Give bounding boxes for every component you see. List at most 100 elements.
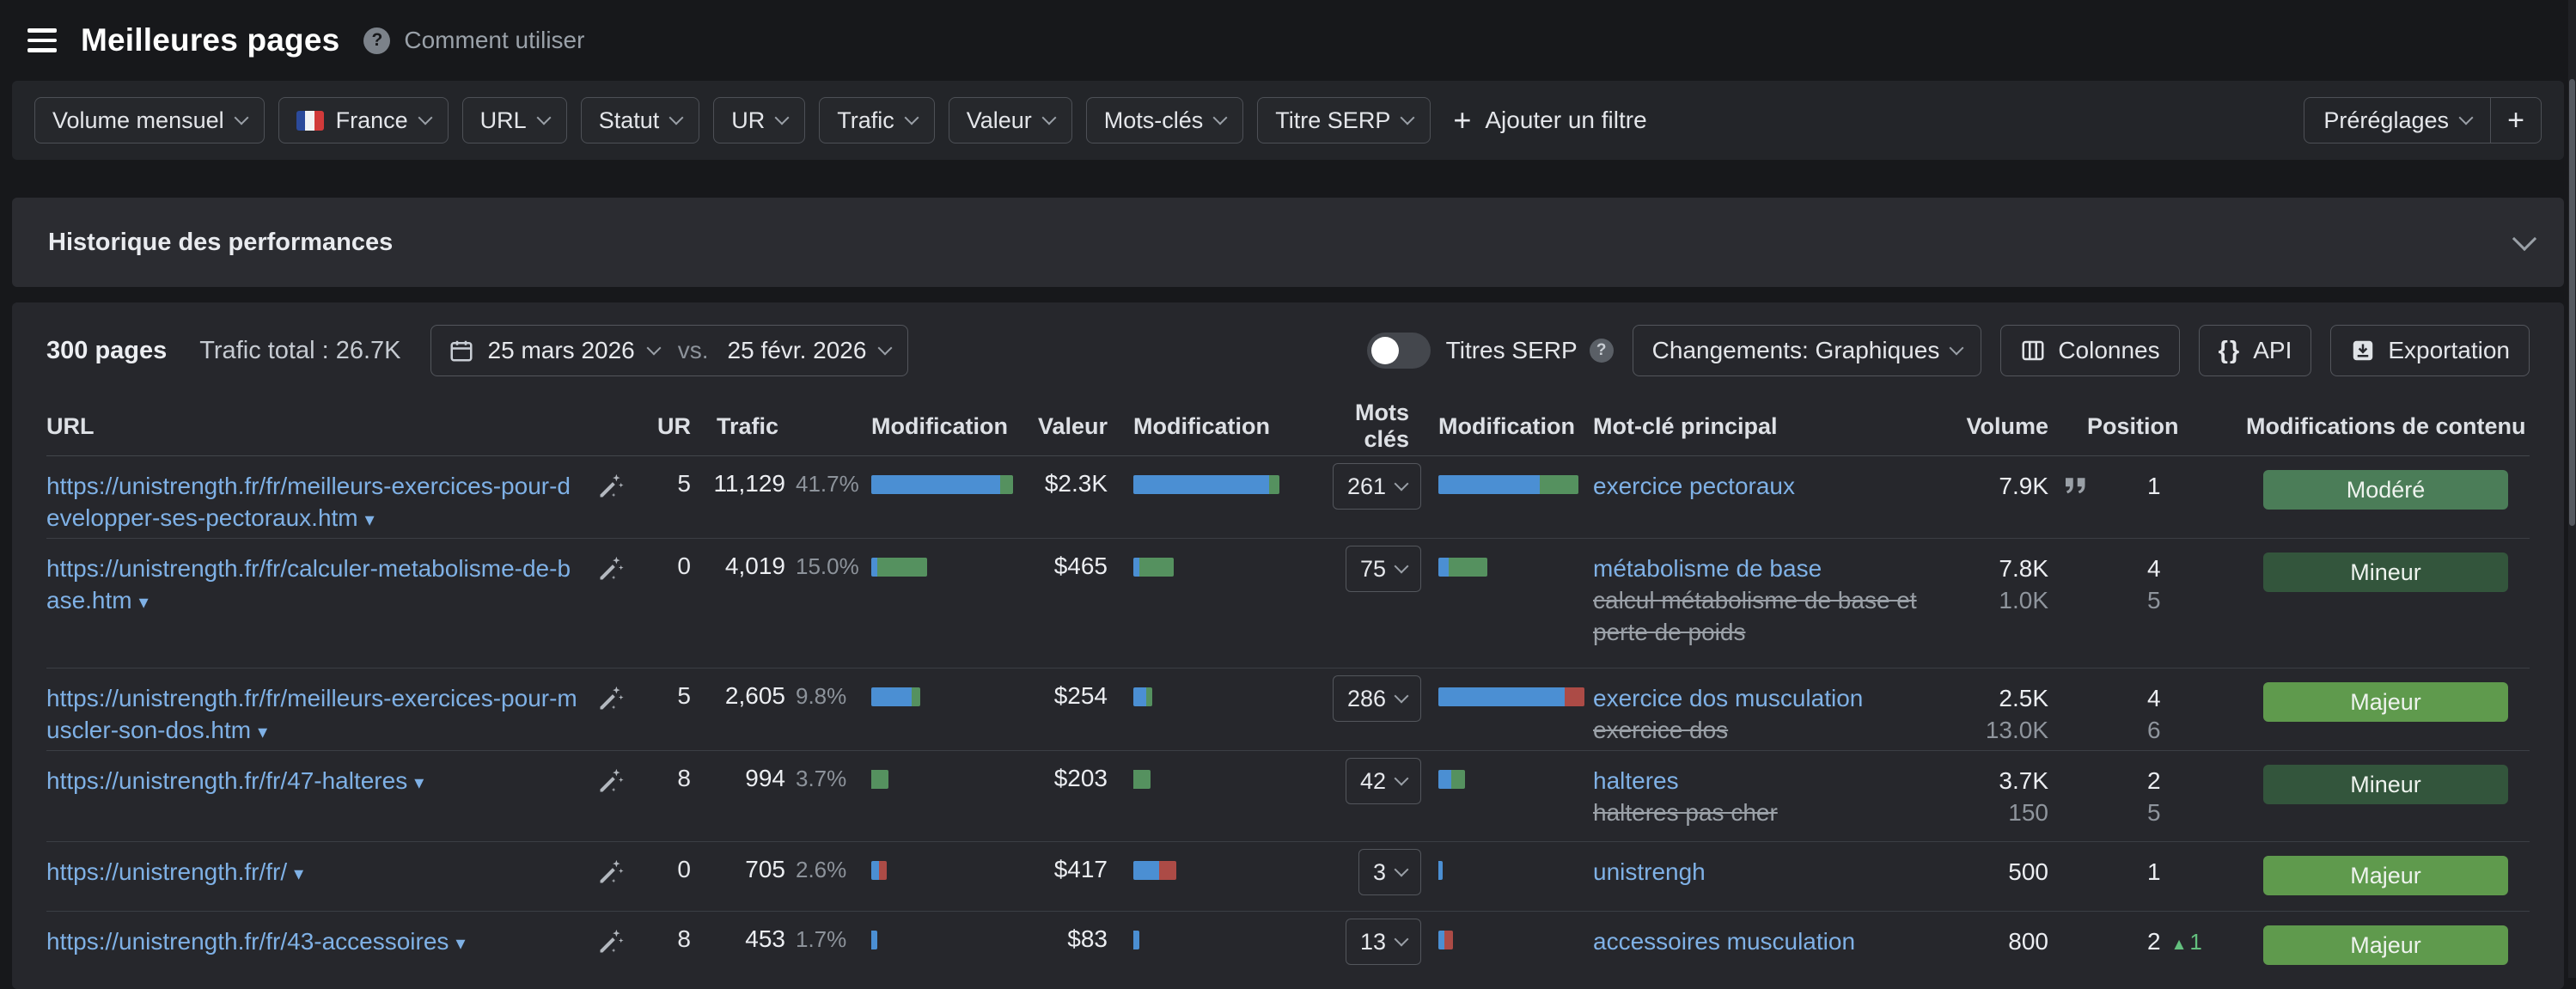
keywords-dropdown[interactable]: 286 xyxy=(1332,675,1421,722)
column-header-ur[interactable]: UR xyxy=(657,412,691,439)
column-header-modification-mots[interactable]: Modification xyxy=(1438,412,1575,439)
column-header-url[interactable]: URL xyxy=(46,412,95,439)
chevron-down-icon xyxy=(536,110,552,125)
keywords-dropdown[interactable]: 3 xyxy=(1358,849,1421,895)
content-change-badge[interactable]: Majeur xyxy=(2263,682,2508,722)
help-icon[interactable]: ? xyxy=(363,27,391,54)
filter-button-trafic[interactable]: Trafic xyxy=(819,97,935,143)
keywords-dropdown[interactable]: 75 xyxy=(1345,546,1421,592)
date-to[interactable]: 25 févr. 2026 xyxy=(727,337,867,363)
bar-segment-blue xyxy=(1133,687,1146,706)
keyword-link[interactable]: halteres xyxy=(1593,767,1679,794)
scrollbar-thumb[interactable] xyxy=(2569,79,2575,526)
date-from[interactable]: 25 mars 2026 xyxy=(487,337,635,363)
volume-value: 3.7K xyxy=(1999,767,2048,794)
content-change-badge[interactable]: Mineur xyxy=(2263,765,2508,804)
value-change-bar xyxy=(1108,687,1305,706)
filter-button-ur[interactable]: UR xyxy=(713,97,806,143)
chevron-down-icon xyxy=(1949,340,1964,356)
position-value: 2 ▲ 1 xyxy=(2147,925,2237,961)
presets-button[interactable]: Préréglages xyxy=(2304,98,2490,143)
keywords-dropdown[interactable]: 42 xyxy=(1345,758,1421,804)
column-header-position[interactable]: Position xyxy=(2087,412,2179,439)
column-header-modification-trafic[interactable]: Modification xyxy=(871,412,1008,439)
url-caret-icon[interactable]: ▾ xyxy=(138,591,149,613)
content-change-badge[interactable]: Modéré xyxy=(2263,470,2508,510)
add-preset-button[interactable]: + xyxy=(2490,98,2541,143)
france-flag-icon xyxy=(296,110,324,131)
page-inspect-icon[interactable] xyxy=(596,470,648,501)
url-link[interactable]: https://unistrength.fr/fr/47-halteres ▾ xyxy=(46,767,424,794)
content-change-badge[interactable]: Mineur xyxy=(2263,552,2508,592)
main-keyword-cell: exercice pectoraux xyxy=(1584,470,1945,502)
url-link[interactable]: https://unistrength.fr/fr/meilleurs-exer… xyxy=(46,685,577,743)
page-inspect-icon[interactable] xyxy=(596,765,648,796)
api-button[interactable]: {} API xyxy=(2198,325,2312,376)
url-caret-icon[interactable]: ▾ xyxy=(258,721,268,742)
url-cell: https://unistrength.fr/fr/calculer-metab… xyxy=(46,552,596,618)
filter-button-france[interactable]: France xyxy=(278,97,449,143)
content-change-badge[interactable]: Majeur xyxy=(2263,925,2508,965)
keywords-dropdown[interactable]: 13 xyxy=(1345,919,1421,965)
filter-button-titre-serp[interactable]: Titre SERP xyxy=(1257,97,1431,143)
keyword-link[interactable]: unistrengh xyxy=(1593,858,1706,885)
column-header-mots-cles[interactable]: Mots clés xyxy=(1355,400,1409,452)
page-inspect-icon[interactable] xyxy=(596,552,648,583)
ur-value: 5 xyxy=(677,682,691,709)
expand-chevron-icon[interactable] xyxy=(2512,226,2537,252)
filter-button-valeur[interactable]: Valeur xyxy=(948,97,1072,143)
chevron-down-icon xyxy=(1041,110,1057,125)
keyword-link[interactable]: exercice pectoraux xyxy=(1593,473,1796,499)
column-header-trafic[interactable]: Trafic xyxy=(717,412,779,439)
bar-segment-blue xyxy=(871,687,912,706)
scrollbar[interactable] xyxy=(2568,0,2576,978)
filter-button-mots-cl-s[interactable]: Mots-clés xyxy=(1085,97,1244,143)
page-inspect-icon[interactable] xyxy=(596,682,648,713)
secondary-volume-value: 150 xyxy=(2008,799,2048,826)
keyword-link[interactable]: exercice dos musculation xyxy=(1593,685,1864,711)
changes-dropdown-button[interactable]: Changements: Graphiques xyxy=(1632,325,1982,376)
url-link[interactable]: https://unistrength.fr/fr/meilleurs-exer… xyxy=(46,473,571,531)
filter-button-volume-mensuel[interactable]: Volume mensuel xyxy=(34,97,265,143)
ur-value: 0 xyxy=(677,856,691,882)
url-caret-icon[interactable]: ▾ xyxy=(414,772,424,793)
column-header-valeur[interactable]: Valeur xyxy=(1037,412,1108,439)
help-icon[interactable]: ? xyxy=(1589,339,1614,363)
column-header-modification-valeur[interactable]: Modification xyxy=(1133,412,1270,439)
position-value: 4 xyxy=(2147,552,2237,584)
export-button[interactable]: Exportation xyxy=(2330,325,2530,376)
url-link[interactable]: https://unistrength.fr/fr/calculer-metab… xyxy=(46,555,571,614)
vs-label: vs. xyxy=(677,337,709,363)
page-inspect-icon[interactable] xyxy=(596,925,648,956)
keyword-link[interactable]: accessoires musculation xyxy=(1593,928,1856,955)
serp-titles-toggle[interactable] xyxy=(1366,333,1431,369)
url-caret-icon[interactable]: ▾ xyxy=(455,932,466,954)
bar-segment-blue xyxy=(1133,475,1269,494)
column-header-volume[interactable]: Volume xyxy=(1966,412,2048,439)
date-range-picker[interactable]: 25 mars 2026 vs. 25 févr. 2026 xyxy=(430,325,909,376)
position-number: 1 xyxy=(2147,473,2161,499)
content-change-cell: Mineur xyxy=(2237,552,2530,592)
url-caret-icon[interactable]: ▾ xyxy=(364,509,375,530)
keyword-link[interactable]: métabolisme de base xyxy=(1593,555,1822,582)
url-link[interactable]: https://unistrength.fr/fr/▾ xyxy=(46,858,304,885)
url-link[interactable]: https://unistrength.fr/fr/43-accessoires… xyxy=(46,928,466,955)
content-change-badge[interactable]: Majeur xyxy=(2263,856,2508,895)
performance-history-panel[interactable]: Historique des performances xyxy=(12,198,2564,287)
url-caret-icon[interactable]: ▾ xyxy=(294,863,304,884)
calendar-icon xyxy=(450,340,473,362)
secondary-position-value: 5 xyxy=(2147,799,2161,826)
column-header-mot-cle-principal[interactable]: Mot-clé principal xyxy=(1593,412,1778,439)
content-change-cell: Majeur xyxy=(2237,682,2530,722)
column-header-modifications-contenu[interactable]: Modifications de contenu xyxy=(2246,412,2526,439)
add-filter-button[interactable]: + Ajouter un filtre xyxy=(1453,105,1646,136)
how-to-use-link[interactable]: Comment utiliser xyxy=(404,27,585,53)
columns-button[interactable]: Colonnes xyxy=(2000,325,2180,376)
keywords-cell: 3 xyxy=(1305,849,1421,895)
keywords-dropdown[interactable]: 261 xyxy=(1332,463,1421,510)
filter-button-statut[interactable]: Statut xyxy=(580,97,700,143)
page-inspect-icon[interactable] xyxy=(596,856,648,887)
menu-icon[interactable] xyxy=(27,28,57,52)
keywords-change-bar xyxy=(1421,770,1584,789)
filter-button-url[interactable]: URL xyxy=(461,97,567,143)
